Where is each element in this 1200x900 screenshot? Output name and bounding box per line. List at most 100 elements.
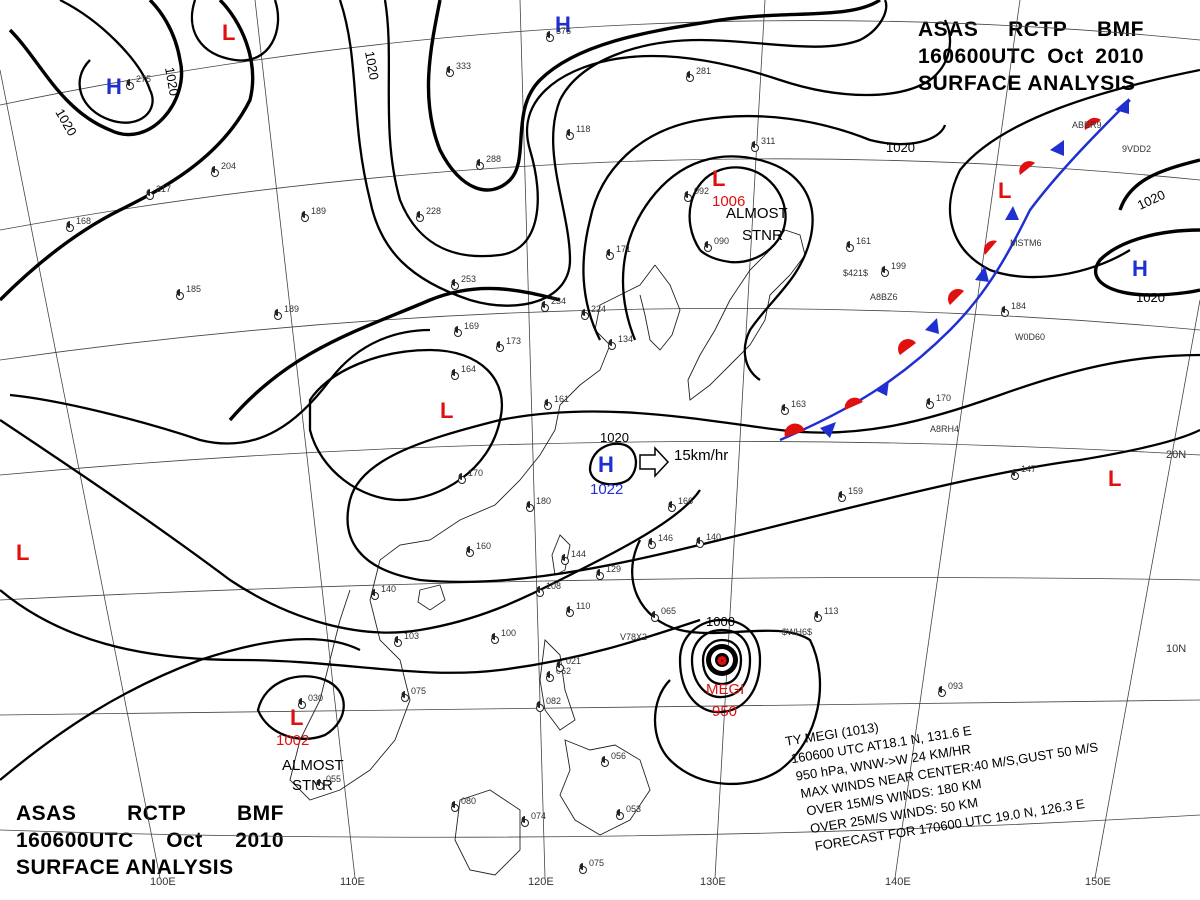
low-pressure-value: 1006 [712, 193, 745, 210]
header-year: 2010 [1095, 45, 1144, 68]
station-pressure: 288 [486, 154, 501, 164]
station-cloud-cover [394, 636, 398, 643]
station-pressure: 376 [556, 26, 571, 36]
typhoon-icon: ❁ [717, 654, 727, 668]
coastlines [289, 229, 806, 876]
almost-stnr-note: ALMOST [282, 757, 344, 774]
ship-station-id: $421$ [843, 268, 868, 278]
ship-station-id: ABER9 [1072, 120, 1102, 130]
isobar-value: 1000 [706, 614, 735, 629]
warm-front-semicircle [898, 339, 916, 355]
station-cloud-cover [546, 31, 550, 38]
isobar-value: 1020 [600, 430, 629, 445]
station-cloud-cover [561, 554, 565, 561]
isobar [190, 0, 280, 62]
isobar-value: 1020 [1135, 187, 1168, 213]
isobar-value: 1020 [162, 66, 182, 97]
station-pressure: 180 [536, 496, 551, 506]
station-pressure: 092 [694, 186, 709, 196]
almost-stnr-note: STNR [742, 227, 783, 244]
isobar-value: 1020 [1136, 290, 1165, 305]
warm-front-semicircle [983, 240, 997, 255]
indochina-coast [289, 559, 411, 801]
station-pressure: 055 [326, 774, 341, 784]
isobar [0, 637, 361, 781]
station-cloud-cover [684, 191, 688, 198]
station-cloud-cover [668, 501, 672, 509]
meridian-line [1094, 299, 1200, 879]
station-cloud-cover [316, 779, 320, 786]
station-pressure: 075 [411, 686, 426, 696]
isobar [8, 0, 184, 137]
front-line [779, 99, 1131, 442]
station-pressure: 075 [589, 858, 604, 868]
station-pressure: 140 [381, 584, 396, 594]
station-cloud-cover [536, 701, 540, 708]
station-pressure: 093 [948, 681, 963, 691]
station-pressure: 056 [611, 751, 626, 761]
station-pressure: 140 [706, 532, 721, 542]
warm-front-semicircle [784, 423, 805, 437]
station-pressure: 170 [468, 468, 483, 478]
isobar [59, 0, 154, 124]
station-pressure: 171 [616, 244, 631, 254]
warm-front-semicircle [844, 397, 863, 410]
header-station-2: RCTP [127, 802, 187, 825]
station-cloud-cover [526, 501, 530, 509]
station-cloud-cover [608, 339, 612, 346]
meridian-line [519, 0, 546, 879]
station-cloud-cover [521, 816, 525, 823]
station-cloud-cover [651, 611, 655, 618]
isobar-value: 1020 [362, 50, 382, 81]
station-cloud-cover [466, 546, 470, 553]
low-symbol: L [998, 178, 1011, 203]
station-cloud-cover [176, 289, 180, 296]
cold-front-triangle [875, 380, 889, 396]
station-plots: 275 217 204 168 189 333 288 228 253 185 189 169 173 1… [66, 26, 1151, 874]
station-cloud-cover [446, 66, 450, 73]
station-cloud-cover [491, 633, 495, 640]
cold-front-triangle [925, 318, 939, 334]
station-cloud-cover [814, 611, 818, 618]
station-pressure: 082 [546, 696, 561, 706]
parallel-line [0, 20, 1200, 106]
taiwan-coast [551, 534, 571, 576]
station-cloud-cover [211, 166, 215, 173]
typhoon-core: ❁ [706, 644, 738, 676]
hainan-coast [417, 584, 446, 611]
low-symbol: L [712, 166, 725, 191]
station-pressure: 080 [461, 796, 476, 806]
station-pressure: 160 [476, 541, 491, 551]
low-symbol: L [16, 540, 29, 565]
motion-speed: 15km/hr [674, 447, 728, 464]
station-cloud-cover [298, 698, 302, 705]
station-pressure: 021 [566, 656, 581, 666]
station-pressure: 163 [791, 399, 806, 409]
warm-front-semicircle [1084, 117, 1101, 130]
station-cloud-cover [566, 129, 570, 136]
parallel-line [0, 441, 1200, 476]
station-cloud-cover [274, 309, 278, 317]
station-pressure: 224 [591, 304, 606, 314]
station-cloud-cover [454, 326, 458, 333]
graticule-labels: 100E 110E 120E 130E 140E 150E 20N 10N [150, 449, 1186, 888]
pressure-systems: H H H 1022 H L L 1006 L L L L L 1002 ALM… [16, 12, 1148, 794]
low-pressure-value: 1002 [276, 732, 309, 749]
station-cloud-cover [601, 756, 605, 763]
isobar [0, 419, 701, 634]
header-time: 160600UTC [918, 45, 1036, 68]
station-pressure: 065 [661, 606, 676, 616]
isobar [1118, 158, 1200, 211]
isobar [9, 328, 431, 445]
station-cloud-cover [606, 249, 610, 256]
low-symbol: L [1108, 466, 1121, 491]
station-pressure: 275 [136, 74, 151, 84]
station-pressure: 129 [606, 564, 621, 574]
station-cloud-cover [556, 661, 560, 668]
station-cloud-cover [1011, 469, 1015, 476]
philippines-coast [559, 739, 651, 836]
station-cloud-cover [458, 473, 462, 480]
station-pressure: 234 [551, 296, 566, 306]
isobar [948, 68, 1200, 279]
station-cloud-cover [496, 341, 500, 348]
